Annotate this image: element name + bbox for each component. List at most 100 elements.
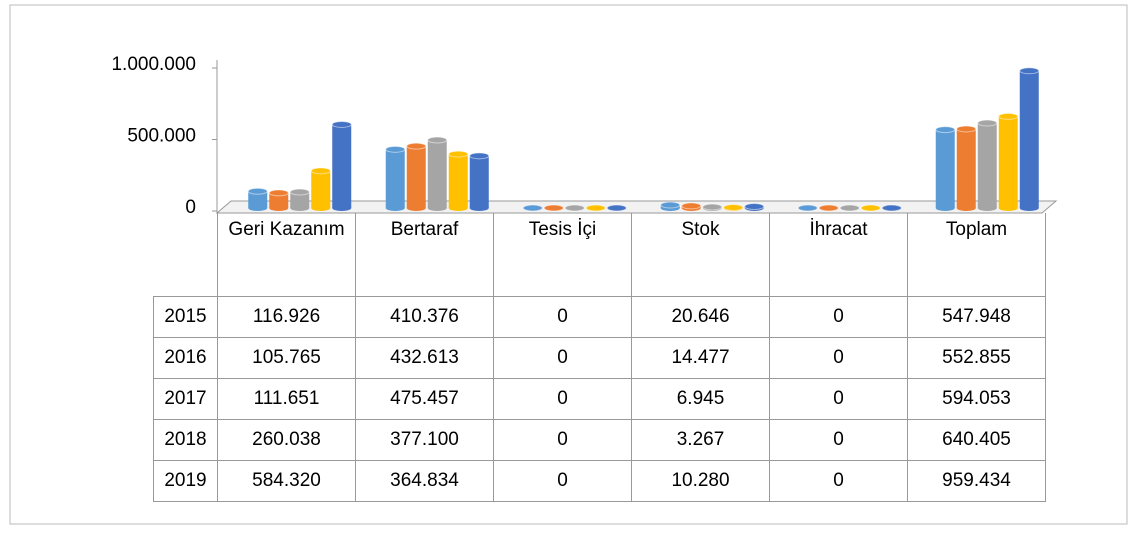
value-cell: 364.834 [355,460,494,502]
value-cell: 377.100 [355,419,494,461]
value-cell: 0 [769,378,908,420]
value-cell: 0 [769,460,908,502]
bar [935,129,955,208]
bar-cap [469,152,490,160]
bar-cap [977,119,998,127]
bar-cap [881,204,902,212]
bar-cap [310,167,331,175]
category-label: Toplam [907,213,1046,297]
bar-cap [660,201,681,209]
series-name: 2018 [153,419,218,461]
bar-base [998,205,1018,211]
bar [311,170,331,208]
bar [956,128,976,208]
value-cell: 10.280 [631,460,770,502]
bar-base [1019,205,1039,211]
value-cell: 105.765 [217,337,356,379]
bar-base [977,205,997,211]
bar [469,155,489,208]
y-tick-label: 1.000.000 [111,54,196,75]
bar-cap [385,145,406,153]
bar-base [448,205,468,211]
bar [977,123,997,208]
y-tick-label: 500.000 [127,126,196,147]
bar-cap [702,203,723,211]
value-cell: 111.651 [217,378,356,420]
value-cell: 410.376 [355,296,494,338]
bar-cap [585,204,606,212]
value-cell: 3.267 [631,419,770,461]
bar [406,146,426,208]
value-cell: 475.457 [355,378,494,420]
bar [332,124,352,208]
bar [427,140,447,208]
bar-cap [247,187,268,195]
bar-cap [606,204,627,212]
bar-cap [268,189,289,197]
value-cell: 0 [493,460,632,502]
bar-base [311,205,331,211]
y-tick-label: 0 [185,197,196,218]
value-cell: 20.646 [631,296,770,338]
value-cell: 260.038 [217,419,356,461]
bar-cap [797,204,818,212]
bar-cap [723,204,744,212]
bar-cap [681,202,702,210]
category-label: Geri Kazanım [217,213,356,297]
bar-base [427,205,447,211]
bar [269,192,289,208]
value-cell: 0 [769,296,908,338]
value-cell: 0 [493,378,632,420]
value-cell: 959.434 [907,460,1046,502]
corner [154,213,218,297]
bar-base [290,205,310,211]
category-label: Bertaraf [355,213,494,297]
bar-base [956,205,976,211]
bar-base [332,205,352,211]
series-row: 2018 260.038 377.100 0 3.267 0 640.405 [153,419,1046,461]
series-row: 2016 105.765 432.613 0 14.477 0 552.855 [153,337,1046,379]
bar [385,149,405,208]
value-cell: 116.926 [217,296,356,338]
value-cell: 0 [493,419,632,461]
value-cell: 547.948 [907,296,1046,338]
bar-cap [998,112,1019,120]
bar-base [269,205,289,211]
data-table: Geri Kazanım Bertaraf Tesis İçi Stok İhracat… [153,213,1046,502]
series-row: 2019 584.320 364.834 0 10.280 0 959.434 [153,460,1046,502]
bar-cap [956,125,977,133]
bar-base [406,205,426,211]
bar-cap [289,188,310,196]
value-cell: 0 [493,296,632,338]
bar-cap [331,120,352,128]
bar [1019,70,1039,209]
series-row: 2017 111.651 475.457 0 6.945 0 594.053 [153,378,1046,420]
bar-base [935,205,955,211]
value-cell: 0 [769,337,908,379]
series-name: 2015 [153,296,218,338]
bar-cap [406,142,427,150]
bar [248,191,268,208]
bar-cap [744,203,765,211]
bar-cap [1019,67,1040,75]
series-name: 2016 [153,337,218,379]
value-cell: 432.613 [355,337,494,379]
bar-cap [860,204,881,212]
value-cell: 584.320 [217,460,356,502]
series-name: 2019 [153,460,218,502]
bar-cap [839,204,860,212]
bar-cap [522,204,543,212]
value-cell: 14.477 [631,337,770,379]
category-label: İhracat [769,213,908,297]
bar-cap [564,204,585,212]
header-row: Geri Kazanım Bertaraf Tesis İçi Stok İhracat… [154,213,1046,297]
value-cell: 552.855 [907,337,1046,379]
bar-base [248,205,268,211]
bar-cap [427,136,448,144]
bar [998,116,1018,208]
value-cell: 0 [493,337,632,379]
series-name: 2017 [153,378,218,420]
bar-cap [543,204,564,212]
bar-cap [935,126,956,134]
